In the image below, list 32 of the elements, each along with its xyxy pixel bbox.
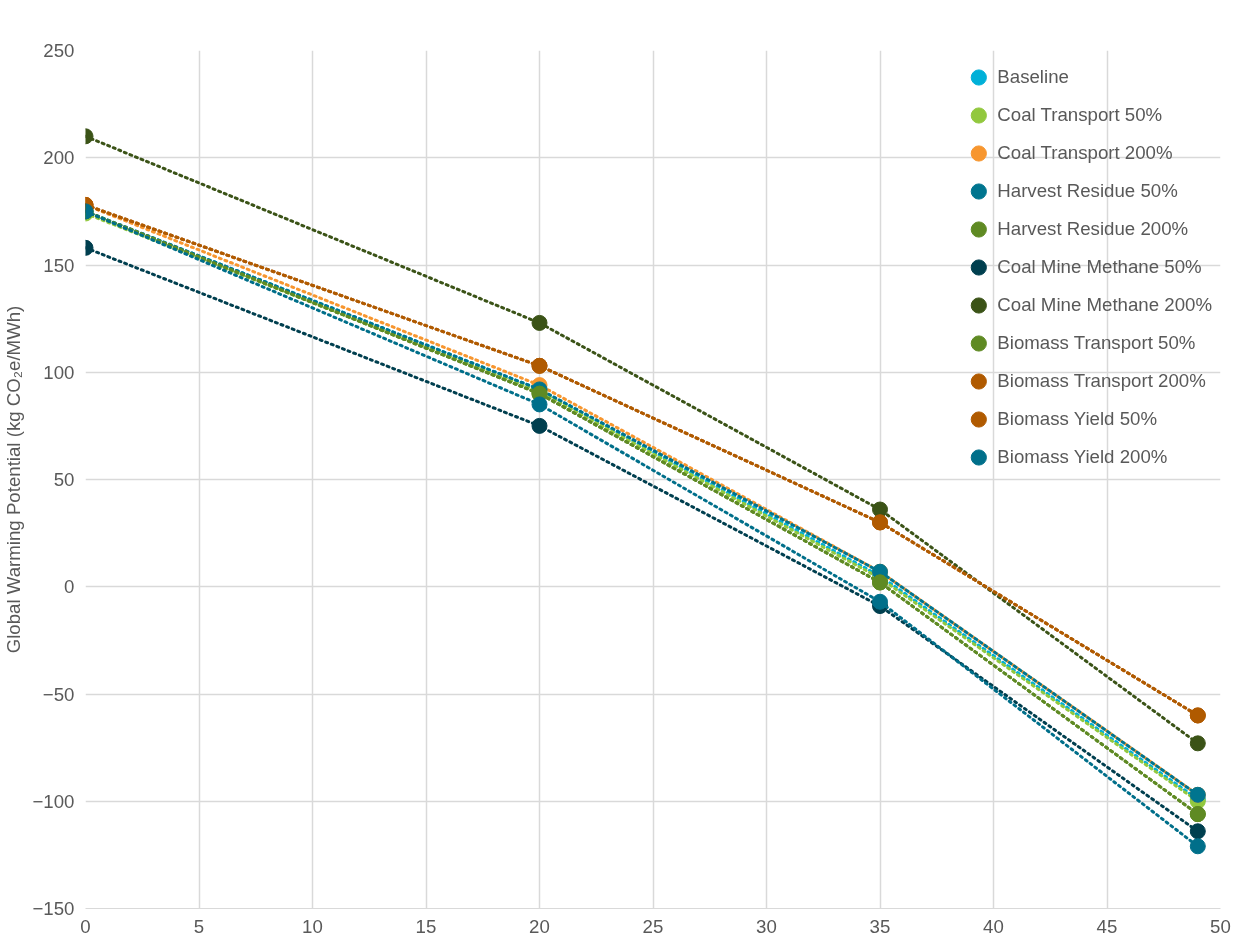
x-tick-label: 10 (302, 915, 323, 937)
y-axis-title: Global Warming Potential (kg CO₂e/MWh) (3, 305, 25, 654)
legend-label: Coal Transport 50% (997, 104, 1163, 126)
y-tick-label: 200 (43, 147, 75, 169)
y-tick-label: 0 (64, 576, 75, 598)
legend-label: Harvest Residue 200% (997, 218, 1189, 240)
x-tick-label: 15 (415, 915, 437, 937)
legend-label: Coal Transport 200% (997, 142, 1173, 164)
y-tick-label: 50 (53, 469, 75, 490)
legend-label: Coal Mine Methane 50% (997, 256, 1202, 278)
x-tick-label: 30 (756, 915, 777, 937)
legend-label: Coal Mine Methane 200% (997, 294, 1212, 316)
y-tick-label: 150 (43, 254, 75, 276)
x-tick-label: 5 (193, 915, 205, 937)
legend-label: Biomass Yield 200% (997, 446, 1168, 468)
x-tick-label: 25 (642, 915, 664, 937)
y-tick-label: 250 (43, 40, 75, 61)
x-tick-label: 50 (1210, 915, 1231, 937)
y-tick-label: 100 (43, 361, 75, 383)
legend-label: Harvest Residue 50% (997, 180, 1178, 202)
x-tick-label: 40 (983, 915, 1004, 937)
x-tick-label: 45 (1096, 915, 1118, 937)
legend-label: Biomass Transport 50% (997, 332, 1196, 354)
legend-label: Baseline (997, 66, 1069, 88)
legend-label: Biomass Transport 200% (997, 370, 1206, 392)
y-tick-label: −50 (42, 683, 75, 705)
y-tick-label: −100 (32, 790, 75, 812)
y-tick-label: −150 (32, 898, 75, 919)
x-tick-label: 35 (869, 915, 891, 937)
x-tick-label: 20 (529, 915, 550, 937)
legend-label: Biomass Yield 50% (997, 408, 1158, 430)
x-tick-label: 0 (80, 915, 91, 937)
